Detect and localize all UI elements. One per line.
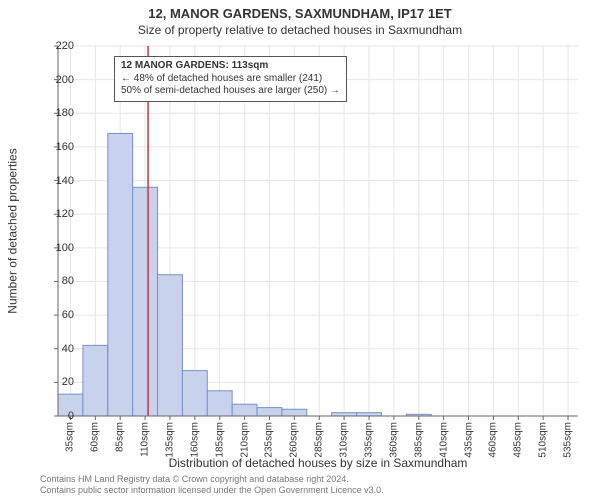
x-tick-label: 385sqm — [413, 422, 424, 458]
y-tick-label: 120 — [34, 208, 74, 220]
x-tick-label: 185sqm — [214, 422, 225, 458]
x-tick-label: 435sqm — [463, 422, 474, 458]
attribution-line-1: Contains HM Land Registry data © Crown c… — [40, 474, 384, 485]
x-tick-label: 285sqm — [314, 422, 325, 458]
x-tick-label: 210sqm — [239, 422, 250, 458]
x-tick-label: 510sqm — [538, 422, 549, 458]
x-tick-label: 335sqm — [364, 422, 375, 458]
x-tick-label: 160sqm — [189, 422, 200, 458]
y-tick-label: 40 — [34, 343, 74, 355]
chart-svg — [58, 46, 578, 416]
chart-plot-area: 12 MANOR GARDENS: 113sqm ← 48% of detach… — [58, 46, 578, 416]
x-axis-label: Distribution of detached houses by size … — [58, 456, 578, 470]
y-axis-label-text: Number of detached properties — [6, 148, 20, 313]
y-tick-label: 20 — [34, 376, 74, 388]
x-tick-label: 35sqm — [65, 422, 76, 452]
x-tick-label: 410sqm — [438, 422, 449, 458]
x-tick-label: 110sqm — [140, 422, 151, 457]
chart-title: 12, MANOR GARDENS, SAXMUNDHAM, IP17 1ET — [0, 0, 600, 21]
x-tick-label: 260sqm — [289, 422, 300, 458]
y-tick-label: 160 — [34, 141, 74, 153]
annotation-box: 12 MANOR GARDENS: 113sqm ← 48% of detach… — [114, 56, 347, 102]
x-tick-label: 235sqm — [264, 422, 275, 458]
x-tick-label: 485sqm — [513, 422, 524, 458]
attribution-line-2: Contains public sector information licen… — [40, 485, 384, 496]
x-tick-label: 460sqm — [488, 422, 499, 458]
attribution-text: Contains HM Land Registry data © Crown c… — [40, 474, 384, 496]
y-axis-label: Number of detached properties — [6, 46, 20, 416]
chart-container: { "title": "12, MANOR GARDENS, SAXMUNDHA… — [0, 0, 600, 500]
x-tick-label: 360sqm — [388, 422, 399, 458]
y-tick-label: 200 — [34, 74, 74, 86]
annotation-line-1: 12 MANOR GARDENS: 113sqm — [121, 60, 340, 73]
x-tick-label: 60sqm — [90, 422, 101, 452]
y-tick-label: 60 — [34, 309, 74, 321]
annotation-line-2: ← 48% of detached houses are smaller (24… — [121, 73, 340, 86]
y-tick-label: 140 — [34, 175, 74, 187]
x-tick-label: 535sqm — [563, 422, 574, 458]
x-tick-label: 85sqm — [115, 422, 126, 452]
x-tick-label: 310sqm — [339, 422, 350, 458]
y-tick-label: 80 — [34, 275, 74, 287]
y-tick-label: 100 — [34, 242, 74, 254]
y-tick-label: 0 — [34, 410, 74, 422]
annotation-line-3: 50% of semi-detached houses are larger (… — [121, 85, 340, 98]
chart-subtitle: Size of property relative to detached ho… — [0, 21, 600, 39]
y-tick-label: 220 — [34, 40, 74, 52]
x-tick-label: 135sqm — [164, 422, 175, 458]
y-tick-label: 180 — [34, 107, 74, 119]
